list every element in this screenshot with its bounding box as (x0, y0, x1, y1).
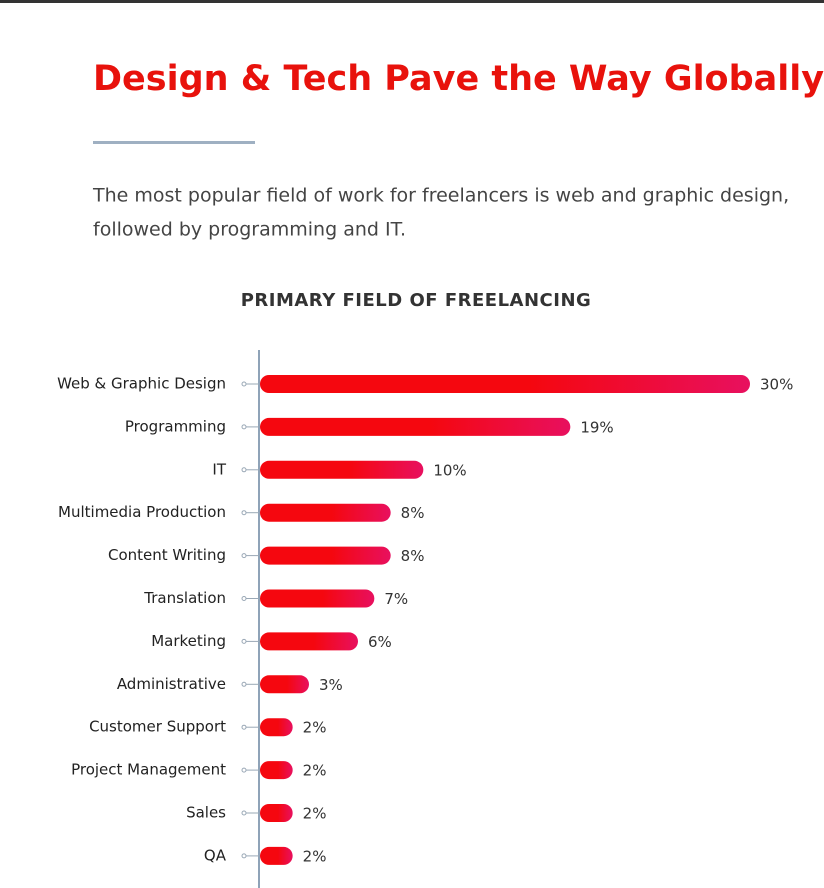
category-label: Multimedia Production (58, 503, 226, 521)
connector-dot (241, 681, 247, 687)
bar (260, 675, 309, 694)
connector-dot (241, 810, 247, 816)
bar (260, 804, 293, 822)
chart-title: PRIMARY FIELD OF FREELANCING (241, 290, 592, 311)
connector-dot (241, 853, 247, 859)
bar (260, 503, 391, 522)
connector-dot (241, 638, 247, 644)
category-label: Customer Support (89, 718, 226, 736)
value-label: 3% (319, 676, 343, 694)
bar (260, 546, 391, 565)
connector-dot (241, 724, 247, 730)
bar (260, 632, 358, 651)
value-label: 2% (303, 847, 327, 865)
category-label: QA (204, 846, 227, 864)
connector-dot (241, 381, 247, 387)
category-label: Content Writing (108, 546, 226, 564)
bar (260, 460, 424, 479)
connector-dot (241, 553, 247, 559)
bar (260, 375, 750, 393)
category-label: Marketing (151, 632, 226, 650)
bar (260, 846, 293, 865)
connector-dot (241, 424, 247, 430)
value-label: 10% (433, 461, 466, 479)
value-label: 8% (401, 547, 425, 565)
category-label: Programming (125, 417, 226, 435)
value-label: 2% (303, 805, 327, 823)
connector-dot (241, 467, 247, 473)
category-label: Web & Graphic Design (57, 375, 226, 393)
value-label: 30% (760, 376, 793, 394)
category-label: Sales (186, 804, 226, 822)
intro-text: followed by programming and IT. (93, 219, 406, 241)
value-label: 2% (303, 762, 327, 780)
value-label: 8% (401, 504, 425, 522)
divider (93, 141, 255, 144)
value-label: 6% (368, 633, 392, 651)
category-label: IT (212, 460, 226, 478)
bar (260, 589, 375, 608)
intro-text: The most popular field of work for freel… (92, 185, 789, 207)
value-label: 2% (303, 719, 327, 737)
connector-dot (241, 596, 247, 601)
value-label: 7% (384, 590, 408, 608)
top-border (0, 0, 824, 3)
connector-dot (241, 767, 247, 773)
bar (260, 417, 571, 436)
category-label: Administrative (117, 675, 226, 693)
connector-dot (241, 510, 247, 516)
bar (260, 761, 293, 780)
category-label: Translation (143, 589, 226, 607)
page-title: Design & Tech Pave the Way Globally (93, 59, 824, 99)
bar (260, 718, 293, 737)
value-label: 19% (580, 418, 613, 436)
category-label: Project Management (71, 761, 226, 779)
